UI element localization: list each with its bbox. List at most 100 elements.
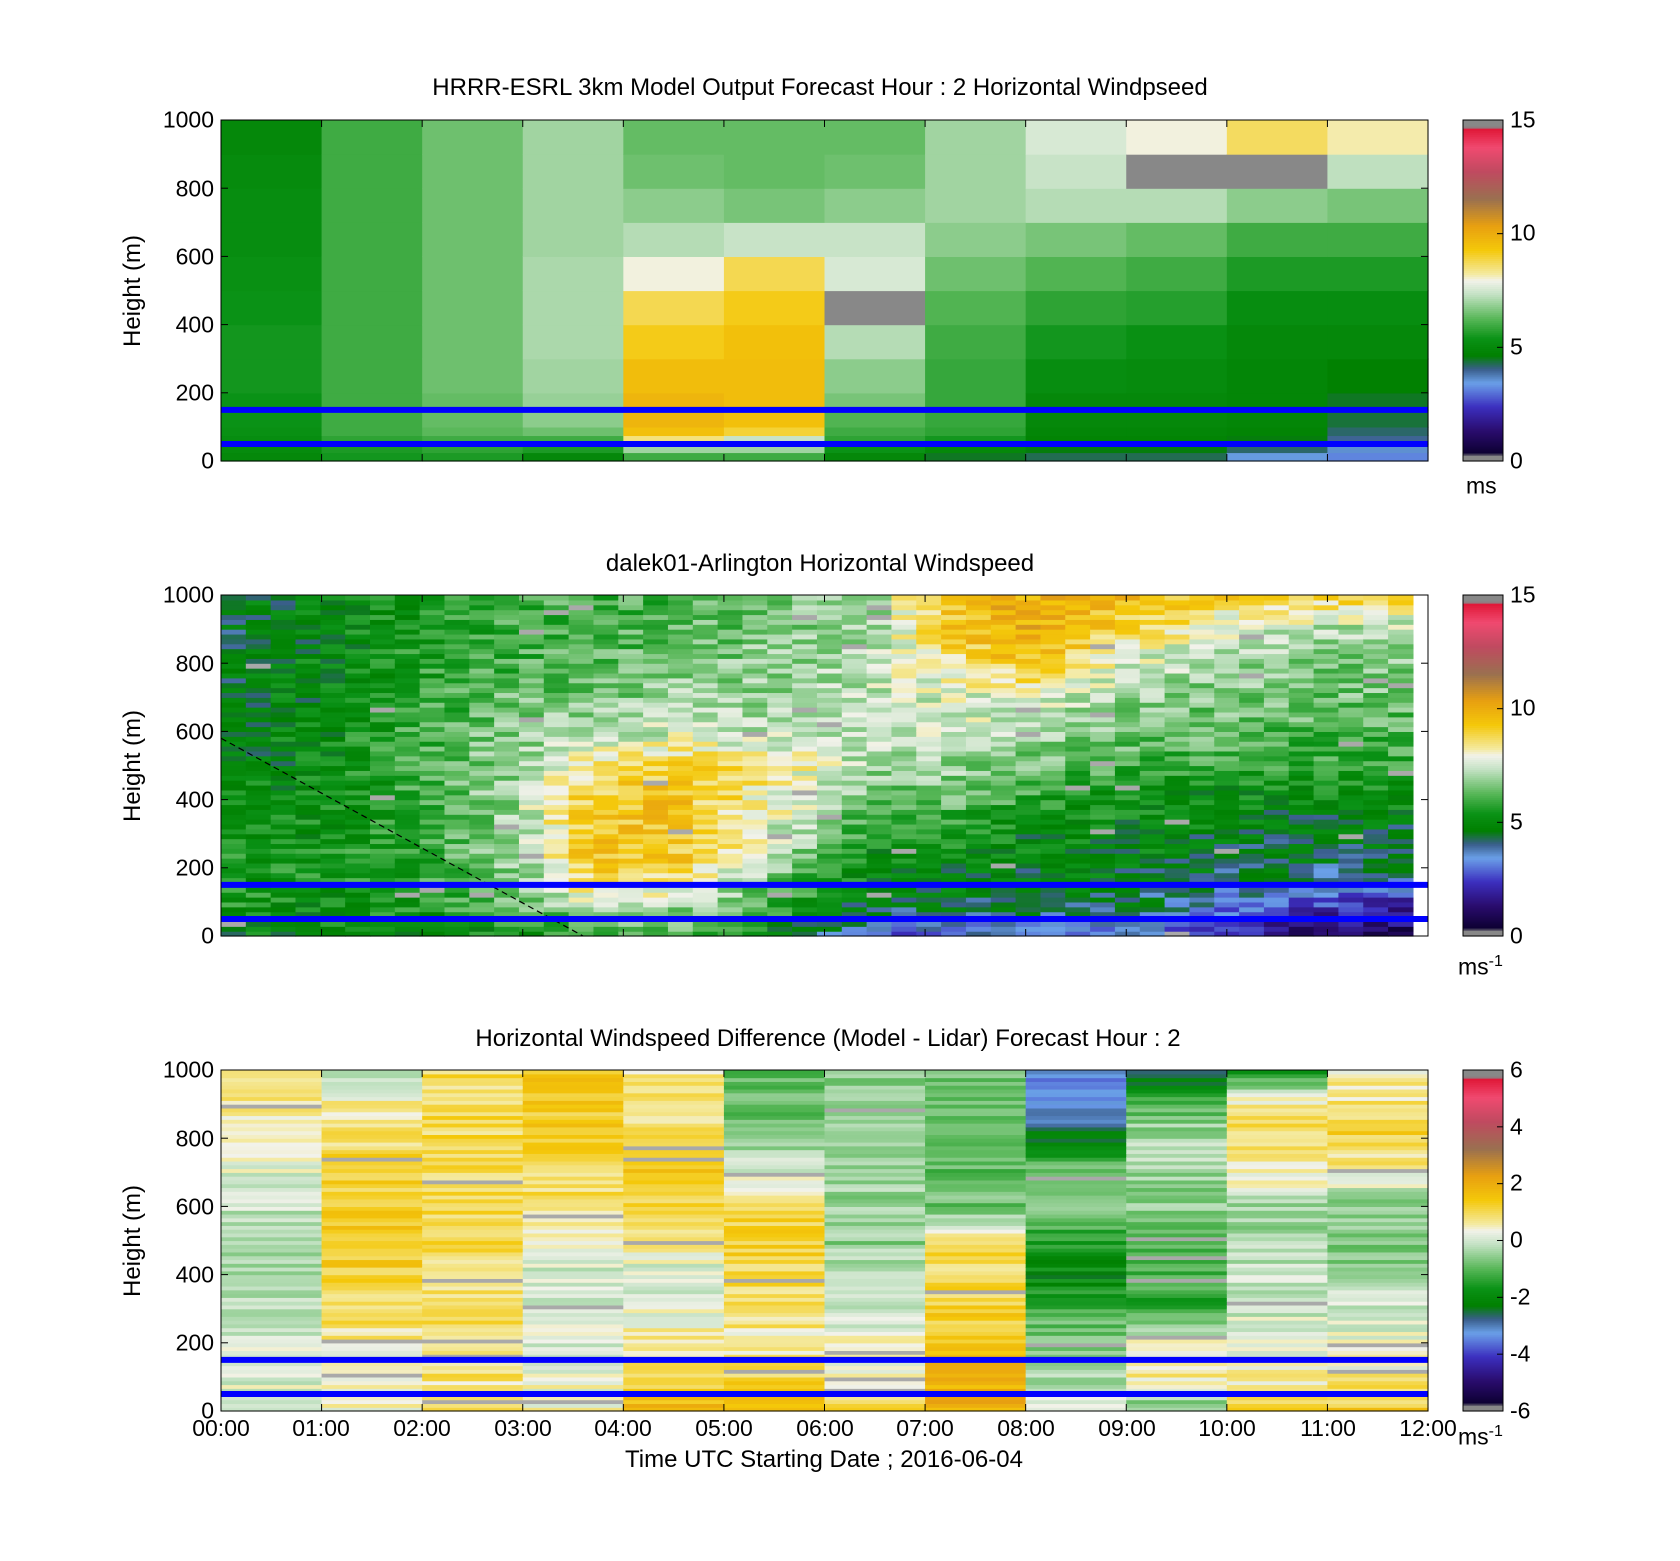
panel-2-cell [1313,814,1340,820]
panel-2-cell [245,765,272,771]
panel-1-colorbar-segment [1463,166,1503,169]
panel-2-cell [916,741,942,747]
panel-2-cell [568,663,595,669]
panel-2-cell [816,746,843,752]
panel-2-cell [320,906,346,913]
panel-2-cell [394,619,421,625]
panel-2-cell [1239,892,1265,898]
panel-3-cell [623,1179,725,1185]
panel-2-cell [1388,716,1414,723]
panel-2-cell [717,814,744,820]
panel-2-cell [742,867,768,874]
panel-2-cell [419,794,446,801]
panel-2-colorbar-segment [1463,703,1503,706]
panel-2-cell [1288,677,1315,684]
panel-2-cell [543,926,570,932]
panel-2-cell [643,595,669,601]
panel-2-cell [1363,760,1389,767]
panel-2-cell [1164,668,1191,674]
panel-2-cell [692,867,719,874]
panel-2-cell [1040,784,1066,791]
panel-2-cell [1388,765,1414,771]
panel-1-cell [321,188,423,223]
panel-2-cell [618,736,644,742]
panel-3-cell [422,1259,524,1264]
panel-2-cell [618,858,644,864]
panel-2-cell [841,809,868,815]
panel-2-cell [270,931,297,937]
panel-2-cell [1288,828,1315,835]
panel-2-cell [394,736,421,742]
panel-2-cell [1214,648,1240,655]
panel-2-cell [469,897,495,903]
panel-2-cell [1313,633,1340,640]
panel-2-cell [792,906,818,913]
panel-3-cell [522,1293,624,1298]
panel-2-cell [270,809,297,815]
panel-2-cell [1090,770,1116,776]
panel-1-colorbar-segment [1463,356,1503,360]
panel-3-cell [221,1202,323,1207]
panel-2-cell [419,697,446,703]
panel-3-cell [321,1285,423,1291]
panel-2-cell [295,648,321,655]
panel-2-cell [1139,799,1166,806]
panel-2-cell [221,887,247,893]
panel-2-cell [1090,926,1116,932]
panel-2-cell [1164,877,1191,884]
panel-1-cell [422,358,524,394]
panel-1-cell [1327,256,1429,292]
panel-2-cell [1090,877,1116,884]
panel-1-cell [925,188,1027,223]
panel-2-cell [1288,599,1315,606]
panel-2-cell [916,804,942,810]
panel-2-cell [692,843,719,849]
panel-2-cell [494,760,520,767]
panel-2-cell [717,648,744,655]
panel-2-cell [270,858,297,864]
panel-2-cell [792,833,818,840]
panel-2-cell [1313,702,1340,708]
panel-3-cell [221,1232,323,1238]
panel-2-cell [593,692,619,698]
panel-3-cell [1226,1323,1329,1329]
panel-2-cell [345,780,371,786]
panel-1-colorbar-segment [1463,174,1503,177]
panel-2-cell [494,638,520,645]
panel-2-cell [245,609,272,616]
panel-2-cell [1090,901,1116,908]
panel-3-cell [1226,1263,1329,1268]
panel-2-cell [469,804,495,810]
panel-2-cell [494,697,520,703]
panel-2-cell [394,765,421,771]
panel-2-cell [717,741,744,747]
panel-2-cell [866,931,893,937]
panel-3-cell [1025,1225,1127,1230]
panel-2-cell [916,755,942,762]
panel-2-cell [494,711,520,718]
panel-2-cell [941,770,967,776]
panel-2-cell [990,877,1017,884]
panel-3-cell [321,1403,423,1408]
panel-1-colorbar-segment [1463,236,1503,239]
panel-2-cell [295,809,321,815]
panel-2-cell [1363,853,1389,859]
panel-2-cell [717,595,744,601]
panel-2-colorbar-segment [1463,745,1503,749]
panel-2-cell [1040,843,1066,849]
panel-3-cell [925,1331,1027,1336]
panel-2-cell [1090,755,1116,762]
panel-2-cell [221,726,247,732]
panel-2-cell [320,872,346,879]
panel-2-cell [1288,765,1315,771]
panel-1-colorbar-segment [1463,412,1503,416]
panel-2-cell [1263,809,1290,815]
panel-2-cell [667,789,694,796]
panel-2-cell [1015,799,1042,806]
panel-2-cell [643,770,669,776]
panel-2-cell [1388,672,1414,679]
panel-3-cell [723,1213,826,1219]
panel-2-cell [1239,867,1265,874]
panel-2-cell [1263,872,1290,879]
panel-3-cell [623,1134,725,1139]
